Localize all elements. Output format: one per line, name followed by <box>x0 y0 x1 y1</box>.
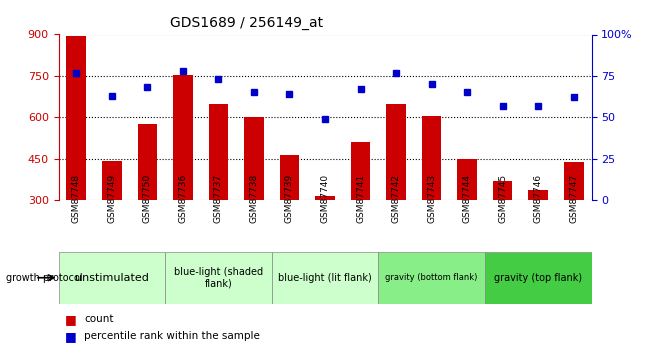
Bar <box>564 162 584 200</box>
Text: GDS1689 / 256149_at: GDS1689 / 256149_at <box>170 16 324 30</box>
Text: GSM87740: GSM87740 <box>320 174 330 224</box>
Text: percentile rank within the sample: percentile rank within the sample <box>84 332 261 341</box>
Bar <box>244 117 264 200</box>
Bar <box>351 142 370 200</box>
Text: blue-light (shaded
flank): blue-light (shaded flank) <box>174 267 263 288</box>
Text: gravity (bottom flank): gravity (bottom flank) <box>385 273 478 282</box>
Text: unstimulated: unstimulated <box>75 273 149 283</box>
Bar <box>458 159 477 200</box>
Bar <box>528 190 548 200</box>
Bar <box>386 104 406 200</box>
Text: GSM87747: GSM87747 <box>569 174 578 224</box>
Bar <box>102 161 122 200</box>
Bar <box>173 75 192 200</box>
Text: GSM87746: GSM87746 <box>534 174 543 224</box>
Text: GSM87744: GSM87744 <box>463 174 472 224</box>
Bar <box>272 252 378 304</box>
Bar <box>209 104 228 200</box>
Text: gravity (top flank): gravity (top flank) <box>494 273 582 283</box>
Text: blue-light (lit flank): blue-light (lit flank) <box>278 273 372 283</box>
Text: GSM87750: GSM87750 <box>143 174 152 224</box>
Bar <box>485 252 592 304</box>
Bar <box>315 196 335 200</box>
Text: growth protocol: growth protocol <box>6 273 83 283</box>
Bar <box>66 37 86 200</box>
Text: GSM87739: GSM87739 <box>285 174 294 224</box>
Text: GSM87741: GSM87741 <box>356 174 365 224</box>
Text: GSM87736: GSM87736 <box>178 174 187 224</box>
Text: GSM87745: GSM87745 <box>498 174 507 224</box>
Text: GSM87743: GSM87743 <box>427 174 436 224</box>
Text: GSM87749: GSM87749 <box>107 174 116 224</box>
Bar <box>422 116 441 200</box>
Text: GSM87748: GSM87748 <box>72 174 81 224</box>
Text: GSM87737: GSM87737 <box>214 174 223 224</box>
Bar <box>165 252 272 304</box>
Bar <box>58 252 165 304</box>
Text: count: count <box>84 314 114 324</box>
Text: ■: ■ <box>65 330 77 343</box>
Bar <box>493 181 512 200</box>
Bar <box>378 252 485 304</box>
Text: ■: ■ <box>65 313 77 326</box>
Text: GSM87738: GSM87738 <box>250 174 259 224</box>
Bar <box>138 124 157 200</box>
Bar <box>280 155 299 200</box>
Text: GSM87742: GSM87742 <box>391 174 400 224</box>
